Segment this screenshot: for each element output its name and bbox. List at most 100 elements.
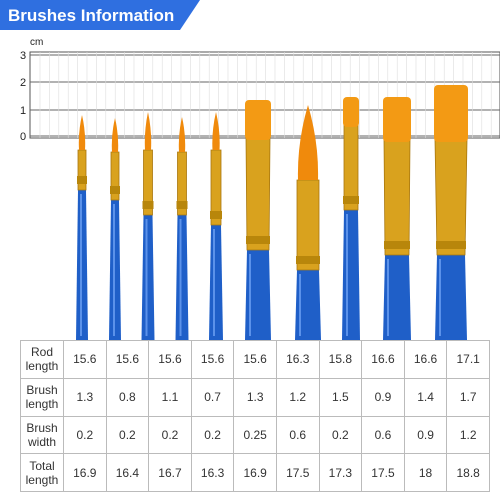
bristles [297, 105, 319, 180]
row-label: Rod length [20, 340, 64, 379]
table-cell: 1.3 [233, 377, 277, 417]
brush-handle [383, 255, 411, 340]
table-cell: 1.3 [63, 377, 107, 417]
spec-table: Rod length 15.6 15.6 15.6 15.6 15.6 16.3 15.8 16… [20, 340, 490, 492]
ferrule-band [384, 241, 410, 249]
table-row: Brush width 0.2 0.2 0.2 0.2 0.25 0.6 0.2 0.6 0.9 1… [20, 415, 490, 455]
ferrule-band [343, 196, 359, 204]
table-cell: 16.3 [275, 340, 320, 379]
title: Brushes Information [8, 6, 174, 25]
table-cell: 16.3 [190, 453, 235, 492]
handle-shine [439, 259, 441, 336]
handle-shine [346, 214, 348, 336]
table-cell: 1.4 [403, 377, 448, 417]
table-cell: 15.6 [190, 340, 235, 379]
table-cell: 16.6 [403, 340, 448, 379]
row-label: Total length [20, 453, 64, 492]
table-cell: 0.6 [275, 415, 320, 455]
ferrule-band [142, 201, 154, 209]
table-cell: 15.6 [148, 340, 192, 379]
table-cell: 17.5 [361, 453, 405, 492]
brush-handle [141, 215, 155, 340]
bristles [343, 97, 359, 127]
handle-shine [213, 229, 215, 336]
table-cell: 1.7 [446, 377, 490, 417]
table-cell: 15.6 [105, 340, 150, 379]
ferrule-band [210, 211, 222, 219]
ferrule [383, 139, 411, 256]
table-cell: 1.2 [275, 377, 320, 417]
brush-handle [295, 270, 321, 340]
brushes [76, 85, 468, 340]
brush-handle [209, 225, 223, 340]
table-row: Rod length 15.6 15.6 15.6 15.6 15.6 16.3 15.8 16… [20, 340, 490, 379]
table-cell: 15.6 [63, 340, 107, 379]
table-body: Rod length 15.6 15.6 15.6 15.6 15.6 16.3 15.8 16… [20, 340, 490, 492]
handle-shine [113, 204, 115, 336]
handle-shine [145, 219, 148, 336]
handle-shine [179, 219, 182, 336]
ferrule-band [176, 201, 188, 209]
table-cell: 0.2 [63, 415, 107, 455]
ferrule [245, 137, 271, 251]
ferrule-band [77, 176, 87, 184]
table-cell: 1.1 [148, 377, 192, 417]
table-cell: 17.3 [318, 453, 363, 492]
bristles [383, 97, 411, 142]
handle-shine [387, 259, 389, 336]
table-cell: 16.9 [63, 453, 107, 492]
ferrule-band [296, 256, 320, 264]
title-banner [0, 0, 200, 30]
table-cell: 0.2 [318, 415, 363, 455]
table-cell: 0.25 [233, 415, 277, 455]
table-cell: 15.8 [318, 340, 363, 379]
table-cell: 16.7 [148, 453, 192, 492]
bristles [144, 112, 152, 150]
bristles [245, 100, 271, 140]
bristles [78, 115, 86, 150]
table-cell: 0.7 [190, 377, 235, 417]
ferrule-band [246, 236, 270, 244]
table-cell: 18.8 [446, 453, 490, 492]
table-cell: 1.2 [446, 415, 490, 455]
ruler-label: 2 [20, 77, 26, 89]
ferrule-band [436, 241, 466, 249]
table-cell: 17.5 [275, 453, 320, 492]
ferrule-band [110, 186, 120, 194]
ferrule [434, 139, 468, 256]
row-label: Brush length [20, 377, 64, 417]
table-cell: 0.8 [105, 377, 150, 417]
handle-shine [249, 254, 251, 336]
ruler-label: 0 [20, 131, 26, 143]
ruler-label: 1 [20, 105, 26, 117]
table-cell: 16.9 [233, 453, 277, 492]
brush-handle [342, 210, 360, 340]
table-row: Brush length 1.3 0.8 1.1 0.7 1.3 1.2 1.5 0.9 1.4 1… [20, 377, 490, 417]
brush-handle [175, 215, 189, 340]
table-cell: 16.6 [361, 340, 405, 379]
table-cell: 0.9 [403, 415, 448, 455]
table-cell: 0.9 [361, 377, 405, 417]
row-label: Brush width [20, 415, 64, 455]
table-cell: 17.1 [446, 340, 490, 379]
table-cell: 0.6 [361, 415, 405, 455]
illustration: Brushes Information cm 3 2 1 0 [0, 0, 500, 340]
handle-shine [80, 194, 82, 336]
table-cell: 0.2 [190, 415, 235, 455]
table-cell: 18 [403, 453, 448, 492]
handle-shine [299, 274, 301, 336]
brush-handle [435, 255, 467, 340]
bristles [178, 117, 186, 152]
table-cell: 0.2 [105, 415, 150, 455]
brush-handle [245, 250, 271, 340]
table-row: Total length 16.9 16.4 16.7 16.3 16.9 17.5 17.3… [20, 453, 490, 492]
table-cell: 15.6 [233, 340, 277, 379]
table-cell: 1.5 [318, 377, 363, 417]
bristles [111, 118, 119, 152]
bristles [212, 112, 220, 150]
table-cell: 0.2 [148, 415, 192, 455]
ruler-unit: cm [30, 37, 43, 48]
table-cell: 16.4 [105, 453, 150, 492]
ruler-label: 3 [20, 50, 26, 62]
